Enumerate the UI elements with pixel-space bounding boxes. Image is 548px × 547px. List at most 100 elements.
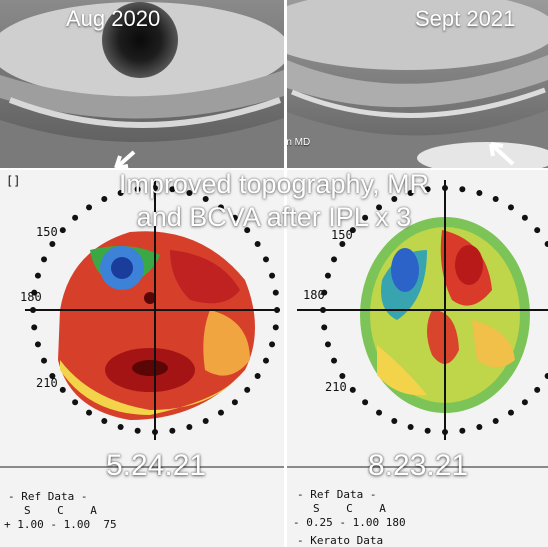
ring-dot [101, 196, 108, 203]
ring-dot [49, 241, 56, 248]
ring-dot [262, 357, 269, 364]
axis-label-210: 210 [325, 380, 347, 394]
ring-dot [134, 186, 141, 193]
ring-dot [202, 417, 209, 424]
caption: Improved topography, MR and BCVA after I… [0, 168, 548, 234]
visit-date-after: 8.23.21 [368, 449, 469, 482]
ring-dot [217, 409, 224, 416]
ring-dot [544, 241, 548, 248]
ring-dot [339, 241, 346, 248]
ring-dot [59, 386, 66, 393]
ref-data-values: + 1.00 - 1.00 75 [4, 518, 117, 531]
vertical-divider [284, 0, 287, 547]
ref-data-columns: S C A [313, 502, 386, 515]
dot-ring [320, 185, 548, 435]
axis-label-180: 180 [303, 288, 325, 302]
ring-dot [244, 386, 251, 393]
crosshair [297, 180, 548, 440]
ring-dot [254, 372, 261, 379]
ring-dot [424, 186, 431, 193]
ring-dot [476, 189, 483, 196]
ring-dot [362, 214, 369, 221]
ring-dot [34, 341, 41, 348]
ring-dot [534, 227, 541, 234]
eye-photo-before: Aug 2020 [0, 0, 284, 170]
ring-dot [492, 417, 499, 424]
ring-dot [376, 409, 383, 416]
ring-dot [231, 214, 238, 221]
ring-dot [101, 417, 108, 424]
eye-photo-after: Sept 2021 LM Periman MD [287, 0, 548, 170]
before-photo-label: Aug 2020 [66, 6, 161, 31]
ring-dot [424, 427, 431, 434]
ring-dot [269, 341, 276, 348]
ring-dot [407, 189, 414, 196]
ref-data-values: - 0.25 - 1.00 180 [293, 516, 406, 529]
ring-dot [544, 372, 548, 379]
axis-label-150: 150 [331, 228, 353, 242]
ring-dot [521, 214, 528, 221]
caption-line-1: Improved topography, MR [118, 169, 430, 199]
ref-data-columns: S C A [24, 504, 97, 517]
ring-dot [49, 372, 56, 379]
ring-dot [72, 214, 79, 221]
ring-dot [186, 189, 193, 196]
ring-dot [321, 324, 328, 331]
ring-dot [117, 189, 124, 196]
ring-dot [244, 227, 251, 234]
photo-credit: LM Periman MD [287, 137, 311, 148]
ring-dot [321, 289, 328, 296]
ring-dot [459, 186, 466, 193]
crosshair [25, 180, 280, 440]
ring-dot [41, 357, 48, 364]
dot-ring [30, 185, 280, 435]
visit-date-before: 5.24.21 [106, 449, 207, 482]
ring-dot [134, 427, 141, 434]
ring-dot [169, 186, 176, 193]
ring-dot [72, 399, 79, 406]
topography-map-before: [] 150 180 210 - Ref Data - S C A + 1.00… [0, 170, 284, 547]
ring-dot [31, 324, 38, 331]
ring-dot [349, 227, 356, 234]
ring-dot [202, 196, 209, 203]
topography-map-after: 150 180 210 - Ref Data - S C A - 0.25 - … [287, 170, 548, 547]
ring-dot [217, 204, 224, 211]
ring-dot [476, 424, 483, 431]
ring-dot [324, 272, 331, 279]
ring-dot [169, 427, 176, 434]
ring-dot [376, 204, 383, 211]
ring-dot [339, 372, 346, 379]
ring-dot [31, 289, 38, 296]
ring-dot [324, 341, 331, 348]
arrow-icon [114, 150, 136, 170]
ring-dot [272, 324, 279, 331]
ring-dot [117, 424, 124, 431]
axis-label-150: 150 [36, 225, 58, 239]
heatmap [58, 231, 255, 420]
axis-label-180: 180 [20, 290, 42, 304]
after-photo-label: Sept 2021 [415, 6, 516, 31]
ring-dot [269, 272, 276, 279]
ring-dot [349, 386, 356, 393]
ring-dot [86, 204, 93, 211]
arrow-icon [489, 142, 515, 166]
ring-dot [331, 357, 338, 364]
map-marker: [] [6, 174, 21, 188]
ring-dot [231, 399, 238, 406]
ref-data-header: - Ref Data - [297, 488, 377, 501]
ring-dot [534, 386, 541, 393]
horizontal-divider [0, 168, 548, 170]
ring-dot [262, 256, 269, 263]
ring-dot [407, 424, 414, 431]
caption-line-2: and BCVA after IPL x 3 [136, 202, 412, 232]
ring-dot [41, 256, 48, 263]
ring-dot [59, 227, 66, 234]
ring-dot [391, 417, 398, 424]
ref-data-header: - Ref Data - [8, 490, 88, 503]
ring-dot [391, 196, 398, 203]
ring-dot [331, 256, 338, 263]
ring-dot [492, 196, 499, 203]
ring-dot [254, 241, 261, 248]
ring-dot [86, 409, 93, 416]
ring-dot [507, 409, 514, 416]
